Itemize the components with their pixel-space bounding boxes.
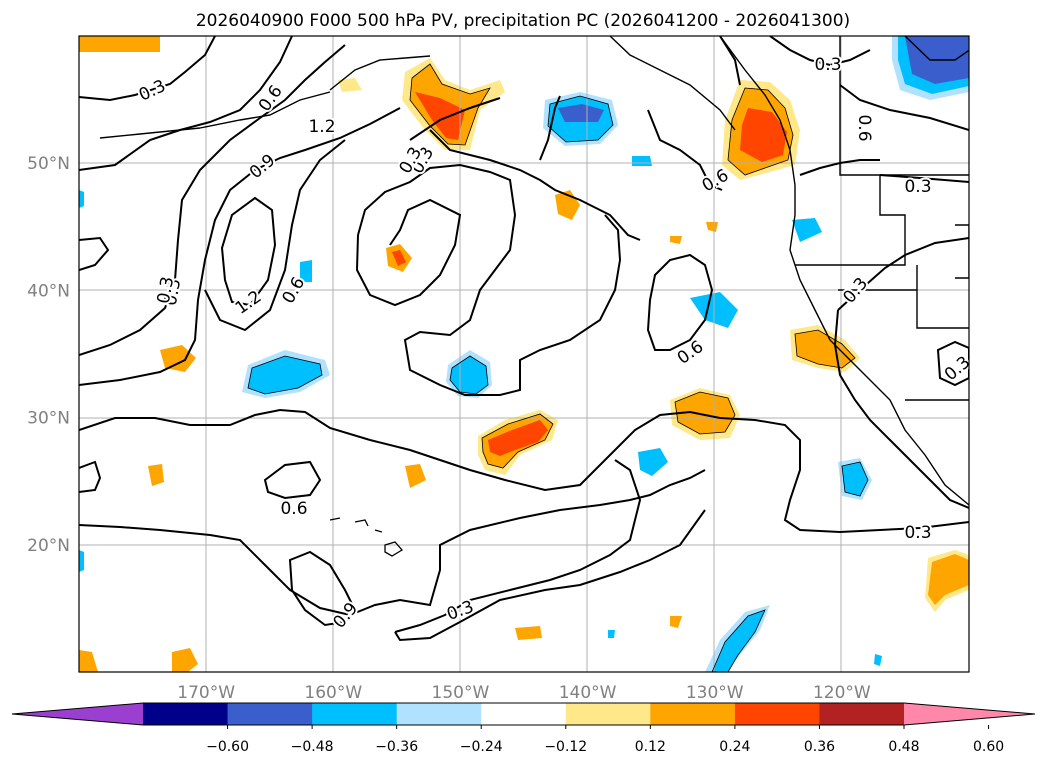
colorbar-segment [819, 703, 905, 725]
colorbar-segment [734, 703, 820, 725]
map-frame [78, 35, 970, 673]
colorbar-extend-high [904, 703, 1035, 725]
hawaii-islands [329, 517, 404, 557]
colorbar [11, 702, 1036, 726]
colorbar-segment [481, 703, 567, 725]
lat-label: 40°N [27, 281, 70, 301]
colorbar-tick-label: −0.12 [544, 739, 587, 755]
colorbar-segment [396, 703, 482, 725]
map-area [79, 36, 969, 672]
lon-label: 150°W [432, 683, 490, 703]
contour-label-halo: 0.3 [904, 523, 931, 543]
contour-label: 0.30.3 [902, 521, 933, 545]
colorbar-tick-label: −0.36 [375, 739, 418, 755]
contour-label-halo: 1.2 [308, 117, 335, 137]
contour-label: 1.21.2 [306, 115, 337, 139]
contour-label-halo: 0.3 [904, 177, 931, 197]
contour-label-text: 1.2 [308, 117, 335, 137]
contour-label: 0.60.6 [278, 497, 309, 521]
colorbar-tick-label: 0.48 [888, 739, 919, 755]
contour-label: 0.30.3 [152, 273, 180, 307]
coastlines [99, 36, 969, 506]
colorbar-extend-low [12, 703, 143, 725]
colorbar-tick-label: 0.60 [973, 739, 1004, 755]
contour-label-text: 0.3 [161, 277, 185, 307]
lat-label: 50°N [27, 154, 70, 174]
colorbar-tick-labels: −0.60 −0.48 −0.36 −0.24 −0.12 0.12 0.24 0.36 0.4… [206, 725, 1004, 755]
precip-outlines [247, 63, 869, 672]
colorbar-tick-label: −0.60 [206, 739, 249, 755]
longitude-labels: 170°W 160°W 150°W 140°W 130°W 120°W [177, 683, 871, 703]
colorbar-tick-label: 0.24 [719, 739, 750, 755]
contour-label-halo: 0.3 [814, 55, 841, 75]
precip-negative-blobs [79, 36, 969, 672]
colorbar-segment [650, 703, 736, 725]
pv-contours [79, 36, 969, 642]
contour-label-text: 0.6 [280, 499, 307, 519]
contour-label-text: 0.6 [854, 114, 874, 141]
colorbar-segment [565, 703, 651, 725]
contour-label-text: 0.3 [814, 55, 841, 75]
colorbar-tick-label: −0.48 [291, 739, 334, 755]
graticule [79, 36, 969, 672]
map-title: 2026040900 F000 500 hPa PV, precipitatio… [196, 11, 850, 31]
contour-label: 0.30.3 [902, 175, 933, 199]
colorbar-outline [11, 702, 1036, 726]
lon-label: 140°W [559, 683, 617, 703]
lon-label: 170°W [177, 683, 235, 703]
colorbar-tick-label: 0.12 [635, 739, 666, 755]
lon-label: 130°W [686, 683, 744, 703]
colorbar-tick-label: −0.24 [460, 739, 503, 755]
colorbar-segment [227, 703, 313, 725]
contour-label-text: 0.3 [904, 523, 931, 543]
contour-label: 0.60.6 [852, 112, 876, 143]
contour-label-halo: 0.6 [280, 499, 307, 519]
colorbar-segment [143, 703, 229, 725]
lat-label: 20°N [27, 536, 70, 556]
colorbar-segment [312, 703, 398, 725]
contour-label: 0.30.3 [812, 53, 843, 77]
contour-label-text: 0.3 [904, 177, 931, 197]
lat-label: 30°N [27, 409, 70, 429]
lon-label: 120°W [813, 683, 871, 703]
precip-blob-nw-corner [79, 36, 160, 52]
colorbar-tick-label: 0.36 [804, 739, 835, 755]
lon-label: 160°W [304, 683, 362, 703]
latitude-labels: 20°N 30°N 40°N 50°N [27, 154, 70, 556]
contour-label-text: 0.3 [154, 275, 178, 305]
contour-label-halo: 0.6 [854, 114, 874, 141]
